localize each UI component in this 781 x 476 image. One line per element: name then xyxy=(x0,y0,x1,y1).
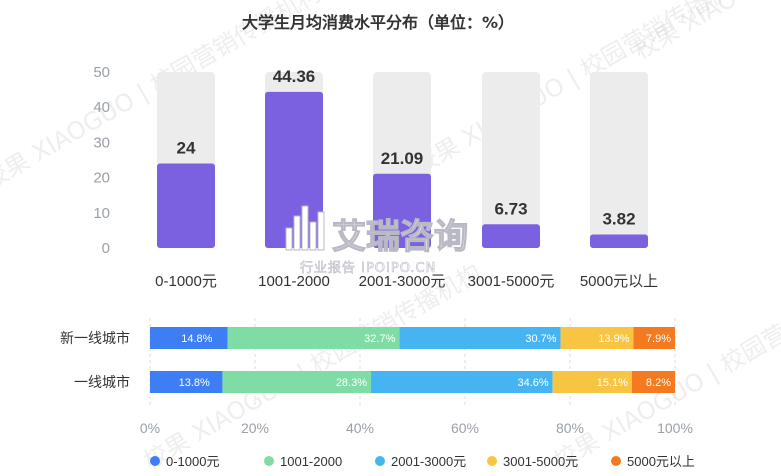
x-tick-label: 80% xyxy=(556,420,584,436)
x-category-label: 2001-3000元 xyxy=(359,273,446,290)
stacked-segment xyxy=(399,327,561,349)
legend-marker xyxy=(150,456,160,466)
segment-label: 28.3% xyxy=(336,377,367,389)
legend-label: 3001-5000元 xyxy=(503,454,578,469)
y-tick-label: 20 xyxy=(93,170,110,187)
watermark-text: 校果 XIAOGUO | 校园营销传播机构 xyxy=(139,259,486,475)
bar-value-label: 24 xyxy=(177,139,196,158)
x-tick-label: 40% xyxy=(346,420,374,436)
legend-label: 0-1000元 xyxy=(166,454,219,469)
legend-label: 1001-2000 xyxy=(280,454,342,469)
segment-label: 7.9% xyxy=(646,333,671,345)
stacked-segment xyxy=(150,327,228,349)
legend-marker xyxy=(611,456,621,466)
segment-label: 32.7% xyxy=(364,333,395,345)
segment-label: 34.6% xyxy=(517,377,548,389)
y-tick-label: 30 xyxy=(93,134,110,151)
bar xyxy=(373,173,431,248)
bar-value-label: 44.36 xyxy=(273,67,316,86)
stacked-segment xyxy=(560,327,634,349)
y-tick-label: 0 xyxy=(102,240,110,257)
x-category-label: 5000元以上 xyxy=(580,273,658,290)
stacked-segment xyxy=(150,371,223,393)
legend-marker xyxy=(264,456,274,466)
background-bar xyxy=(590,72,648,248)
x-tick-label: 0% xyxy=(140,420,160,436)
background-bar xyxy=(482,72,540,248)
logo-bars-icon xyxy=(285,205,325,251)
segment-label: 14.8% xyxy=(181,333,212,345)
bar xyxy=(482,224,540,248)
top-y-axis: 0 10 20 30 40 50 xyxy=(93,64,110,257)
y-tick-label: 40 xyxy=(93,99,110,116)
center-logo-watermark: 艾瑞咨询 行业报告 IPOIPO.CN xyxy=(285,205,469,276)
legend-label: 2001-3000元 xyxy=(391,454,466,469)
y-tick-label: 50 xyxy=(93,64,110,81)
top-value-labels: 24 44.36 21.09 6.73 3.82 xyxy=(177,67,636,229)
x-tick-label: 60% xyxy=(451,420,479,436)
watermark-text: 校果 XIAOGUO | 校园营销传播机构 xyxy=(549,259,781,475)
stacked-segment xyxy=(633,327,675,349)
x-tick-label: 100% xyxy=(657,420,693,436)
legend: 0-1000元 1001-2000 2001-3000元 3001-5000元 5000… xyxy=(150,454,695,469)
watermark-text: 校果 XIAOGUO | 校园营销传播机构 xyxy=(629,0,781,65)
bar-value-label: 3.82 xyxy=(602,210,635,229)
row-label: 一线城市 xyxy=(74,374,130,390)
stacked-segment xyxy=(631,371,675,393)
legend-marker xyxy=(487,456,497,466)
chart-title: 大学生月均消费水平分布（单位：%） xyxy=(242,13,514,32)
stacked-segment xyxy=(222,371,372,393)
legend-label: 5000元以上 xyxy=(627,454,695,469)
legend-marker xyxy=(375,456,385,466)
segment-label: 30.7% xyxy=(525,333,556,345)
bar-value-label: 21.09 xyxy=(381,149,424,168)
segment-label: 13.8% xyxy=(179,377,210,389)
segment-label: 8.2% xyxy=(646,377,671,389)
x-category-label: 1001-2000 xyxy=(258,273,330,290)
stacked-segment xyxy=(371,371,553,393)
logo-main-text: 艾瑞咨询 xyxy=(332,217,468,257)
logo-sub-text: 行业报告 IPOIPO.CN xyxy=(300,261,436,276)
x-tick-label: 20% xyxy=(241,420,269,436)
bottom-x-axis: 0% 20% 40% 60% 80% 100% xyxy=(140,420,693,436)
bottom-stacked-bars: 14.8% 32.7% 30.7% 13.9% 7.9% 13.8% 28.3% 34.6% 1… xyxy=(150,327,675,393)
x-category-label: 3001-5000元 xyxy=(468,273,555,290)
stacked-segment xyxy=(552,371,632,393)
bar xyxy=(590,234,648,248)
stacked-segment xyxy=(227,327,400,349)
segment-label: 13.9% xyxy=(598,333,629,345)
segment-label: 15.1% xyxy=(597,377,628,389)
top-x-axis-labels: 0-1000元 1001-2000 2001-3000元 3001-5000元 5000… xyxy=(155,273,658,290)
row-label: 新一线城市 xyxy=(60,330,130,346)
bar-value-label: 6.73 xyxy=(494,199,527,218)
bar xyxy=(157,163,215,248)
y-tick-label: 10 xyxy=(93,205,110,222)
x-category-label: 0-1000元 xyxy=(155,273,217,290)
